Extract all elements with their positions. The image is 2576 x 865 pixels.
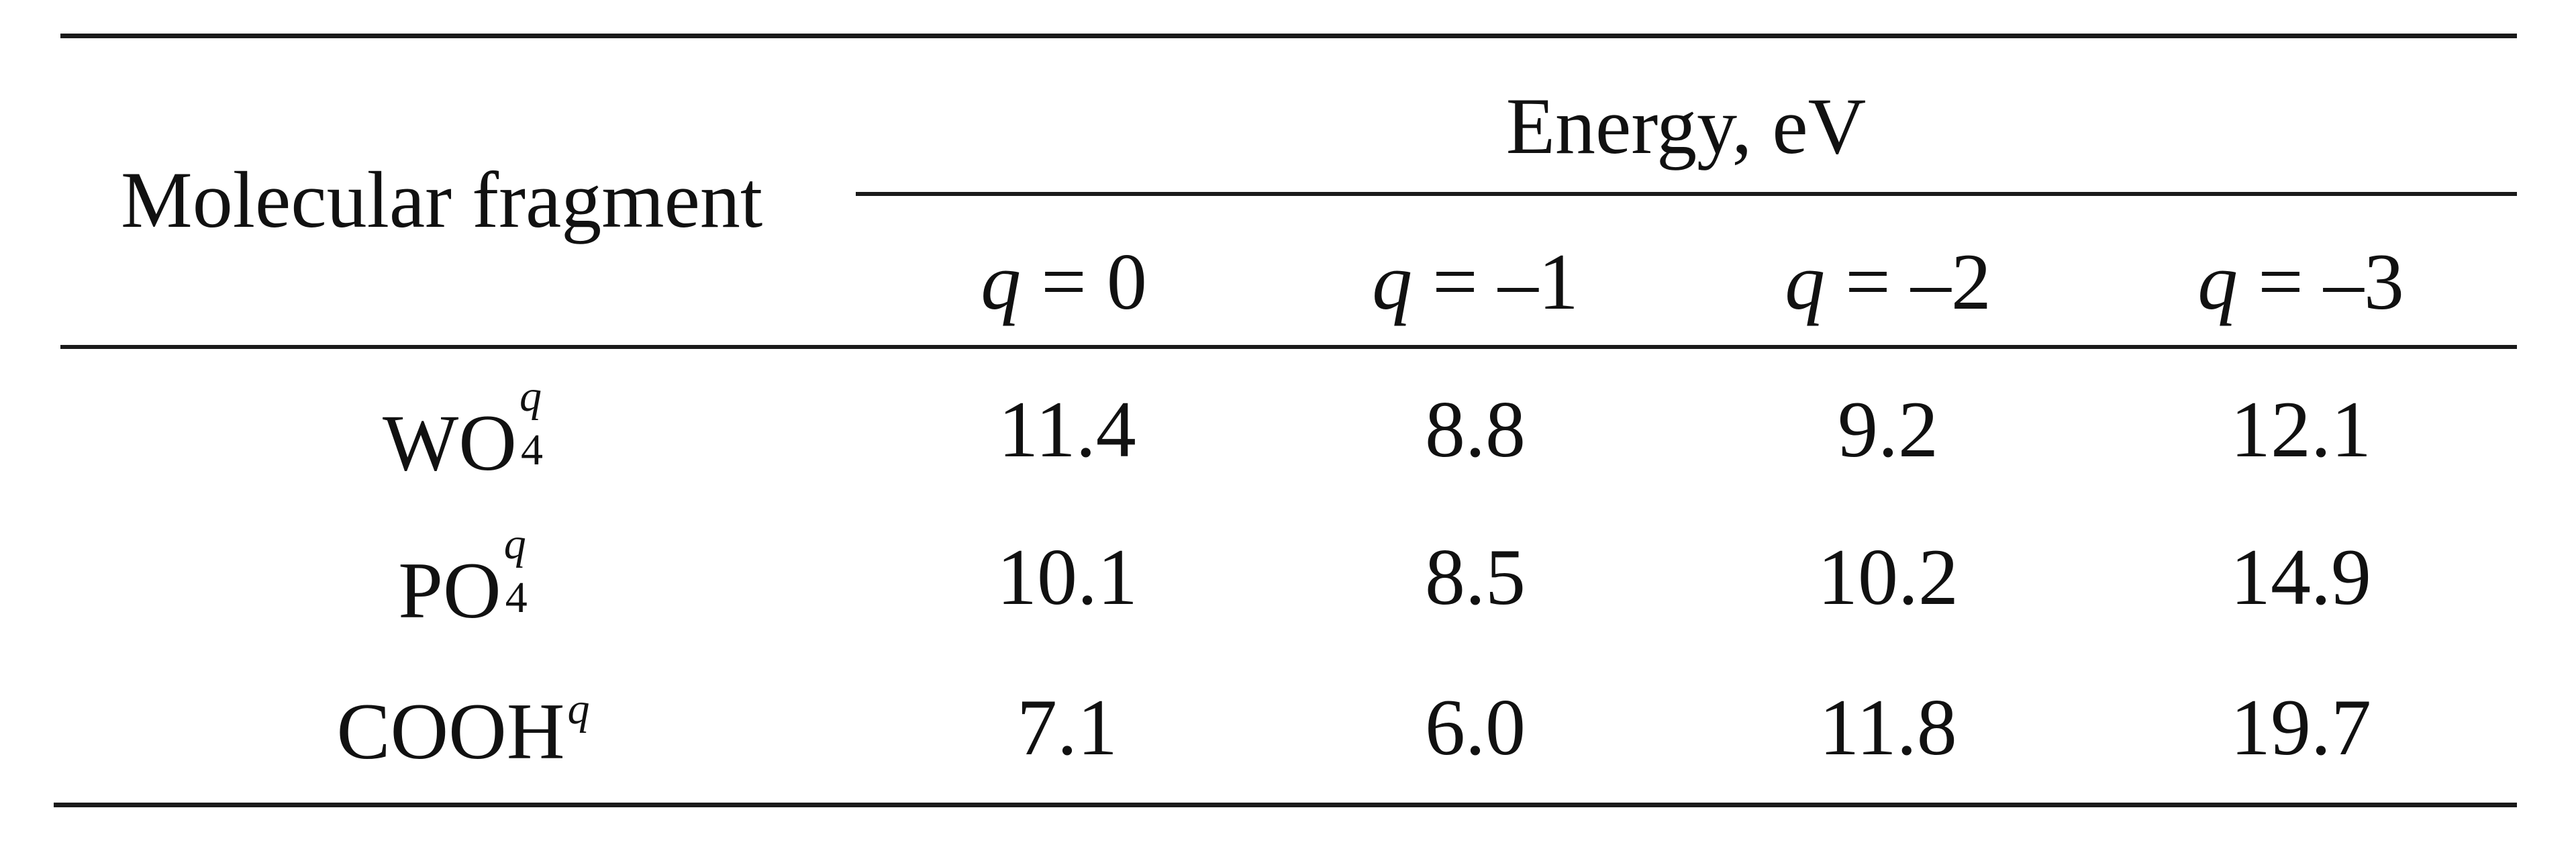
fragment-base: COOH [336,686,565,776]
column-header-relation: = 0 [1021,237,1147,326]
table-cell: 6.0 [1425,682,1526,772]
column-header-relation: = –2 [1825,237,1991,326]
table-cell: 19.7 [2230,682,2371,772]
fragment-base: WO [383,398,517,487]
column-header-q0: q = 0 [981,242,1147,322]
charge-symbol: q [1372,237,1413,326]
column-header-relation: = –3 [2238,237,2404,326]
charge-symbol: q [981,237,1022,326]
table-cell: 11.8 [1819,682,1957,772]
table-cell: 8.5 [1425,532,1526,621]
fragment-superscript: q [567,684,590,733]
charge-symbol: q [1785,237,1826,326]
header-bottom-rule [60,345,2517,349]
column-header-q-minus3: q = –3 [2197,242,2404,322]
top-rule [60,34,2517,38]
column-header-q-minus1: q = –1 [1372,242,1579,322]
fragment-base: PO [398,546,501,635]
row-header-molecular-fragment: Molecular fragment [121,155,763,244]
bottom-rule [54,803,2517,807]
table-cell: 10.2 [1818,532,1959,621]
fragment-label-cooh: COOHq [336,687,589,772]
table-cell: 12.1 [2230,385,2371,474]
fragment-superscript: q [519,372,542,421]
fragment-label-po4: PO q 4 [398,522,528,635]
table-cell: 7.1 [1017,682,1118,772]
group-header-rule [856,192,2517,196]
charge-symbol: q [2197,237,2238,326]
column-header-relation: = –1 [1412,237,1579,326]
fragment-subscript: 4 [520,425,543,474]
table-cell: 9.2 [1838,385,1938,474]
column-header-q-minus2: q = –2 [1785,242,1991,322]
table-cell: 14.9 [2230,532,2371,621]
table-cell: 8.8 [1425,385,1526,474]
table-cell: 10.1 [997,532,1138,621]
fragment-superscript: q [503,519,526,568]
fragment-label-wo4: WO q 4 [383,374,544,487]
group-header-energy: Energy, eV [1505,81,1867,170]
table-cell: 11.4 [998,385,1136,474]
fragment-subscript: 4 [505,573,528,622]
